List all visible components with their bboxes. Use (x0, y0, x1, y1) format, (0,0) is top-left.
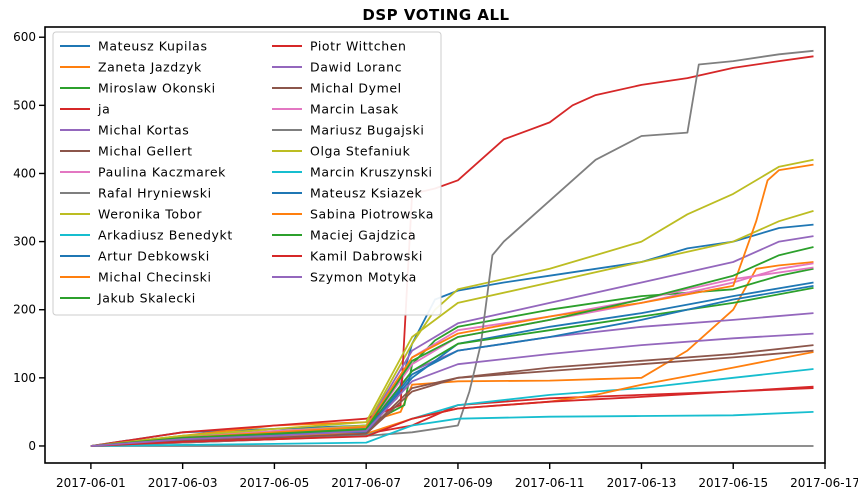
y-axis: 0 100 200 300 400 500 600 (13, 30, 45, 453)
y-tick-label: 300 (13, 235, 36, 249)
series-line-23 (90, 246, 814, 447)
legend-label: Mateusz Ksiazek (310, 186, 422, 201)
legend-label: Weronika Tobor (98, 207, 202, 222)
series-line-2 (90, 261, 814, 447)
legend-label: Arkadiusz Benedykt (98, 228, 233, 243)
x-tick-label: 2017-06-03 (148, 476, 218, 490)
series-line-22 (90, 163, 814, 447)
series-line-25 (90, 332, 814, 447)
x-tick-label: 2017-06-13 (607, 476, 677, 490)
legend-label: Marcin Lasak (310, 102, 399, 117)
x-tick-label: 2017-06-09 (423, 476, 493, 490)
x-tick-label: 2017-06-01 (56, 476, 126, 490)
series-line-14 (90, 55, 814, 447)
legend-box (52, 31, 442, 316)
legend-label: Mariusz Bugajski (310, 123, 424, 138)
legend-label: Dawid Loranc (310, 60, 402, 75)
series-line-1 (90, 223, 814, 447)
legend: Mateusz Kupilas Zaneta Jazdzyk Miroslaw Ok… (52, 31, 442, 316)
legend-label: Zaneta Jazdzyk (98, 60, 202, 75)
legend-label: Sabina Piotrowska (310, 207, 434, 222)
x-tick-label: 2017-06-05 (240, 476, 310, 490)
legend-label: Michal Dymel (310, 81, 402, 96)
series-line-16 (90, 349, 814, 447)
y-tick-label: 600 (13, 30, 36, 44)
legend-label: Szymon Motyka (310, 270, 417, 285)
series-line-24 (90, 387, 814, 447)
legend-label: Michal Checinski (98, 270, 212, 285)
legend-label: Miroslaw Okonski (98, 81, 216, 96)
legend-label: Mateusz Kupilas (98, 39, 208, 54)
legend-label: Maciej Gajdzica (310, 228, 416, 243)
series-line-20 (90, 411, 814, 447)
y-tick-label: 400 (13, 166, 36, 180)
x-tick-label: 2017-06-11 (515, 476, 585, 490)
series-layer (90, 49, 814, 447)
legend-label: Olga Stefaniuk (310, 144, 411, 159)
legend-label: ja (97, 102, 110, 117)
x-tick-label: 2017-06-07 (331, 476, 401, 490)
legend-label: Marcin Kruszynski (310, 165, 433, 180)
x-axis: 2017-06-01 2017-06-03 2017-06-05 2017-06-07… (56, 463, 858, 490)
series-line-19 (90, 210, 814, 447)
y-tick-label: 0 (28, 439, 36, 453)
legend-label: Rafal Hryniewski (98, 186, 212, 201)
y-tick-label: 100 (13, 371, 36, 385)
y-tick-label: 200 (13, 303, 36, 317)
legend-label: Kamil Dabrowski (310, 249, 423, 264)
y-tick-label: 500 (13, 98, 36, 112)
x-tick-label: 2017-06-15 (698, 476, 768, 490)
legend-label: Paulina Kaczmarek (98, 165, 226, 180)
legend-label: Artur Debkowski (98, 249, 210, 264)
legend-label: Michal Kortas (98, 123, 189, 138)
legend-label: Jakub Skalecki (97, 291, 196, 306)
legend-label: Piotr Wittchen (310, 39, 407, 54)
chart-title: DSP VOTING ALL (362, 6, 509, 24)
legend-label: Michal Gellert (98, 144, 193, 159)
x-tick-label: 2017-06-17 (790, 476, 858, 490)
plot-frame (44, 26, 826, 464)
